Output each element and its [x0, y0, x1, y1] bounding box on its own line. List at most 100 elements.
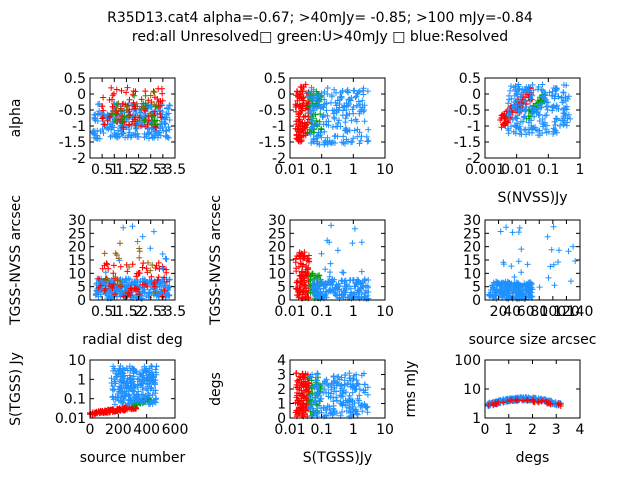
- p4-point: [99, 265, 106, 272]
- p2-ytick-label: -1: [272, 119, 286, 135]
- p1-point: [154, 111, 161, 118]
- p1-point: [150, 88, 157, 95]
- p3-point: [512, 130, 519, 137]
- p9-ytick-label: 10: [463, 382, 481, 398]
- p1-point: [148, 121, 155, 128]
- p6-point: [511, 274, 518, 280]
- p7-point: [113, 373, 120, 380]
- p7-point: [152, 366, 159, 373]
- p3-point: [506, 92, 512, 99]
- p3-point: [541, 94, 548, 101]
- p2-point: [317, 105, 324, 112]
- p5-point: [305, 294, 312, 300]
- p6-point: [544, 233, 551, 240]
- p5-point: [318, 250, 325, 257]
- p2-point: [345, 96, 352, 103]
- p4-point: [134, 238, 141, 245]
- p2-point: [340, 133, 347, 140]
- p3-xtick-label: 1: [576, 162, 585, 178]
- p5-point: [358, 239, 365, 246]
- p1-ytick-label: -1: [72, 119, 86, 135]
- p7-point: [126, 405, 133, 412]
- p2-xtick-label: 10: [376, 162, 394, 178]
- p2-point: [346, 101, 352, 108]
- p9-ytick-label: 100: [454, 353, 481, 369]
- p3-point: [535, 127, 541, 134]
- p3-point: [513, 124, 520, 131]
- p3-point: [551, 126, 558, 133]
- p8-point: [335, 373, 342, 380]
- p2-point: [324, 85, 331, 91]
- p4-xtick-label: 3.5: [164, 304, 186, 320]
- p6-point: [555, 259, 561, 265]
- p6-xtick-label: 140: [567, 304, 594, 320]
- p2-point: [354, 133, 361, 140]
- p4-xtick-label: 2: [134, 304, 143, 320]
- p2-ytick-label: 0.5: [264, 71, 286, 87]
- p1-point: [125, 113, 132, 120]
- p1-point: [100, 107, 107, 114]
- p2-point: [316, 101, 323, 108]
- p6-point: [487, 292, 493, 299]
- p5-point: [358, 268, 365, 275]
- p1-point: [95, 101, 101, 108]
- p5-ytick-label: 15: [268, 253, 286, 269]
- p2-point: [328, 92, 335, 99]
- p6-point: [493, 287, 500, 294]
- p5-point: [293, 279, 300, 286]
- p4-point: [140, 288, 147, 295]
- p3-ytick-label: -1.5: [454, 135, 481, 151]
- p6-point: [515, 284, 522, 291]
- p5-point: [297, 256, 304, 262]
- p1-point: [154, 96, 161, 102]
- p1-point: [157, 114, 164, 121]
- p2-point: [345, 138, 352, 145]
- p4-point: [164, 286, 171, 293]
- p5-point: [295, 294, 302, 301]
- p6-point: [536, 284, 543, 291]
- p3-point: [535, 86, 541, 93]
- p8-xtick-label: 1: [349, 422, 358, 438]
- p1-point: [137, 109, 144, 116]
- p5-point: [299, 264, 306, 270]
- p2-point: [298, 94, 305, 101]
- p4-ylabel: TGSS-NVSS arcsec: [8, 195, 24, 326]
- p6-point: [510, 284, 517, 291]
- p5-xtick-label: 0.01: [274, 304, 305, 320]
- p1-ytick-label: 0: [77, 87, 86, 103]
- p1-point: [106, 96, 113, 103]
- p1-xtick-label: 3.5: [164, 162, 186, 178]
- p1-point: [135, 133, 142, 140]
- p5-point: [309, 271, 316, 277]
- p4-point: [152, 289, 159, 296]
- p2-point: [360, 108, 367, 115]
- p5-point: [346, 283, 353, 290]
- p2-point: [293, 132, 300, 139]
- p6-point: [499, 281, 506, 288]
- p4-point: [110, 270, 117, 277]
- p3-point: [560, 89, 567, 96]
- p3-point: [549, 107, 556, 114]
- p5-ytick-label: 30: [268, 213, 286, 229]
- p4-point: [144, 283, 151, 290]
- p2-point: [308, 114, 315, 121]
- p5-point: [334, 247, 341, 254]
- p9-xtick-label: 3: [552, 422, 561, 438]
- p7-point: [112, 380, 119, 387]
- p6-point: [506, 279, 513, 286]
- p5-point: [339, 290, 346, 297]
- p6-point: [565, 248, 572, 255]
- p4-point: [99, 278, 106, 285]
- p2-point: [320, 104, 327, 111]
- p2-point: [306, 96, 313, 103]
- p4-point: [153, 262, 160, 269]
- p1-point: [92, 134, 99, 141]
- p5-point: [340, 288, 347, 294]
- p4-point: [122, 288, 129, 295]
- p1-point: [130, 99, 137, 106]
- p2-point: [336, 117, 342, 124]
- p4-ytick-label: 15: [68, 253, 86, 269]
- p7-xtick-label: 600: [162, 422, 189, 438]
